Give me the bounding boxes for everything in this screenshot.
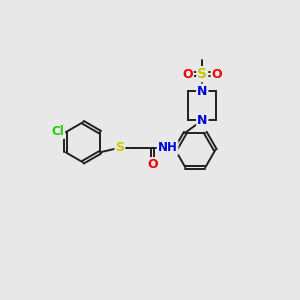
Text: N: N [197,114,207,127]
Text: O: O [182,68,193,81]
Text: S: S [197,67,207,81]
Text: S: S [116,141,124,154]
Text: O: O [147,158,158,171]
Text: N: N [197,85,207,98]
Text: Cl: Cl [52,125,64,138]
Text: O: O [212,68,222,81]
Text: NH: NH [158,141,178,154]
